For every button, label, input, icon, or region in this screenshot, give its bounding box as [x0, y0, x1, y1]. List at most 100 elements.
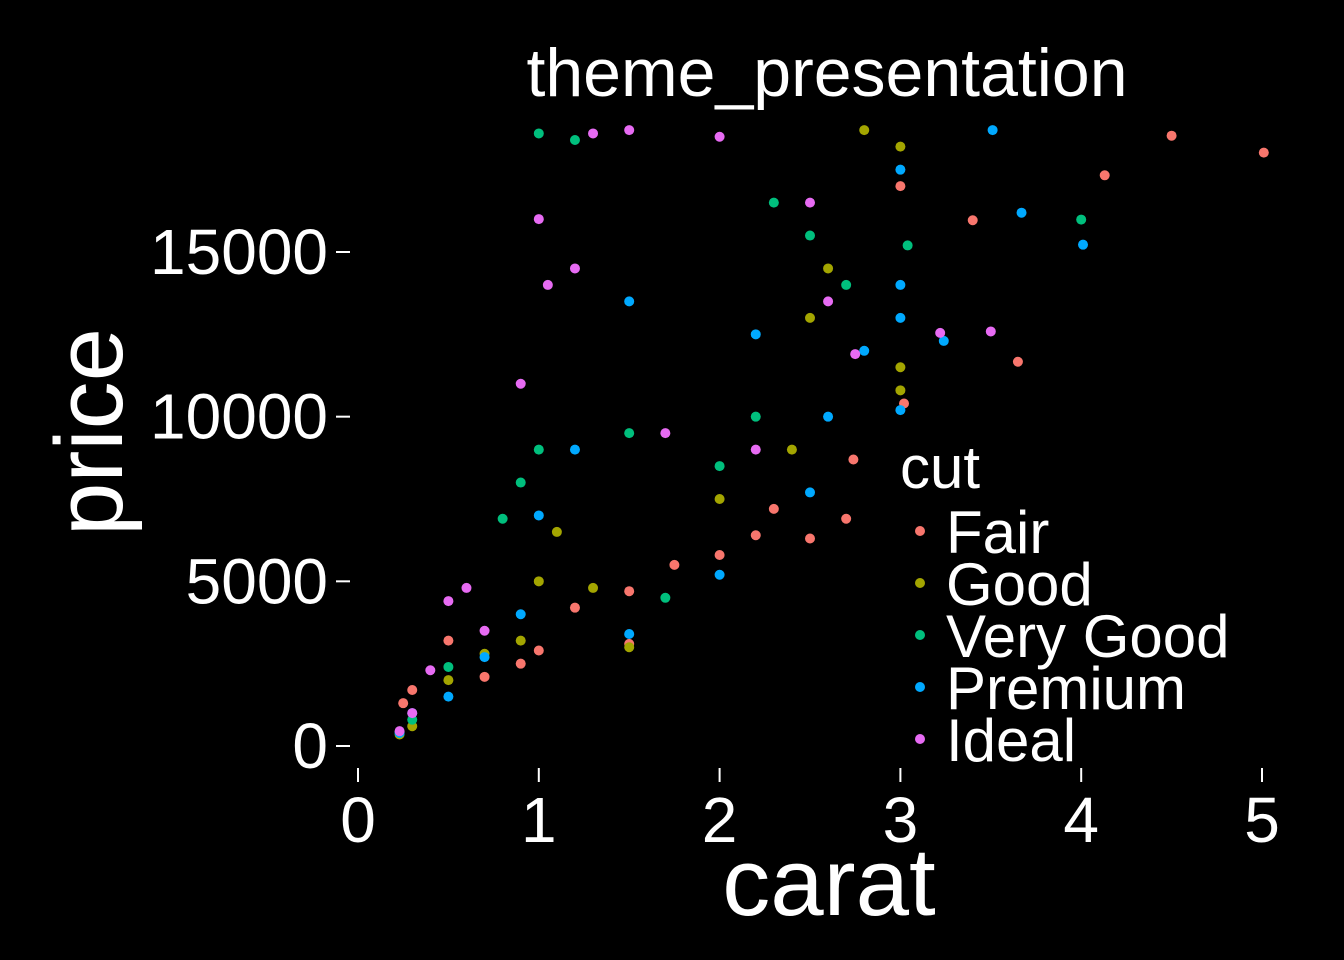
- point-ideal: [660, 428, 671, 439]
- point-good: [714, 494, 725, 504]
- point-ideal: [850, 349, 861, 360]
- point-ideal: [425, 665, 436, 676]
- point-very-good: [1076, 214, 1087, 225]
- point-good: [805, 312, 815, 323]
- point-ideal: [750, 444, 761, 455]
- point-premium: [714, 569, 725, 580]
- x-tick-label: 5: [1244, 784, 1280, 856]
- point-good: [895, 141, 906, 152]
- point-very-good: [768, 197, 779, 208]
- legend-title: cut: [900, 434, 980, 501]
- point-good: [551, 526, 562, 537]
- point-ideal: [985, 326, 996, 337]
- point-ideal: [479, 625, 490, 636]
- point-ideal: [443, 596, 454, 607]
- x-axis-label: carat: [722, 829, 935, 936]
- point-ideal: [461, 582, 472, 593]
- point-fair: [1099, 170, 1110, 181]
- point-premium: [895, 164, 906, 175]
- point-ideal: [935, 327, 946, 338]
- point-fair: [805, 533, 815, 544]
- legend-key-very-good: [915, 630, 925, 640]
- point-good: [624, 642, 635, 653]
- point-good: [515, 635, 526, 646]
- point-fair: [443, 635, 454, 646]
- point-fair: [1166, 130, 1177, 141]
- point-fair: [750, 530, 761, 541]
- point-ideal: [515, 378, 526, 389]
- legend-label-very-good: Very Good: [946, 603, 1230, 670]
- x-tick-label: 2: [702, 784, 738, 856]
- point-very-good: [533, 128, 544, 139]
- point-premium: [938, 335, 949, 346]
- point-fair: [1012, 356, 1023, 367]
- point-premium: [859, 345, 870, 356]
- point-premium: [569, 444, 580, 455]
- point-very-good: [497, 513, 508, 524]
- point-premium: [750, 329, 761, 340]
- point-fair: [895, 181, 906, 192]
- chart-title: theme_presentation: [526, 35, 1127, 111]
- legend-key-good: [915, 578, 925, 588]
- points-layer: [394, 125, 1269, 740]
- x-tick-label: 1: [521, 784, 557, 856]
- point-good: [588, 582, 599, 593]
- point-good: [533, 576, 544, 587]
- point-good: [823, 263, 834, 274]
- point-ideal: [533, 214, 544, 225]
- point-fair: [398, 698, 409, 709]
- point-premium: [479, 652, 490, 663]
- point-ideal: [823, 296, 834, 307]
- y-tick-label: 15000: [150, 216, 328, 288]
- point-good: [895, 385, 906, 396]
- point-good: [859, 125, 870, 136]
- point-fair: [533, 645, 544, 656]
- y-tick-label: 10000: [150, 381, 328, 453]
- point-premium: [443, 691, 454, 702]
- point-fair: [407, 685, 418, 696]
- point-fair: [569, 602, 580, 613]
- point-very-good: [805, 230, 815, 241]
- point-very-good: [515, 477, 526, 488]
- point-premium: [1016, 207, 1027, 218]
- legend-label-premium: Premium: [946, 655, 1186, 722]
- x-tick-label: 4: [1063, 784, 1099, 856]
- point-fair: [669, 559, 680, 570]
- point-ideal: [624, 125, 635, 136]
- y-axis: 0 5000 10000 15000: [150, 216, 350, 782]
- x-tick-label: 3: [883, 784, 919, 856]
- point-very-good: [443, 661, 454, 672]
- x-tick-label: 0: [340, 784, 376, 856]
- point-good: [786, 444, 797, 455]
- point-ideal: [588, 128, 599, 139]
- point-fair: [768, 503, 779, 514]
- point-premium: [823, 411, 834, 422]
- legend-key-fair: [915, 526, 925, 536]
- point-premium: [805, 487, 815, 498]
- point-very-good: [569, 135, 580, 146]
- point-fair: [848, 454, 859, 465]
- point-premium: [533, 510, 544, 521]
- point-very-good: [902, 240, 913, 251]
- point-very-good: [714, 461, 725, 472]
- point-good: [443, 675, 454, 686]
- point-ideal: [805, 197, 815, 208]
- point-fair: [624, 586, 635, 597]
- point-premium: [624, 629, 635, 640]
- point-ideal: [714, 131, 725, 142]
- point-fair: [479, 671, 490, 682]
- point-very-good: [750, 411, 761, 422]
- point-fair: [515, 658, 526, 669]
- point-premium: [515, 609, 526, 620]
- point-very-good: [841, 279, 852, 290]
- y-tick-label: 0: [292, 710, 328, 782]
- point-ideal: [569, 263, 580, 274]
- y-axis-label: price: [36, 328, 143, 536]
- point-premium: [895, 312, 906, 323]
- point-fair: [841, 513, 852, 524]
- point-fair: [714, 549, 725, 560]
- point-good: [895, 362, 906, 373]
- legend-key-ideal: [915, 734, 925, 744]
